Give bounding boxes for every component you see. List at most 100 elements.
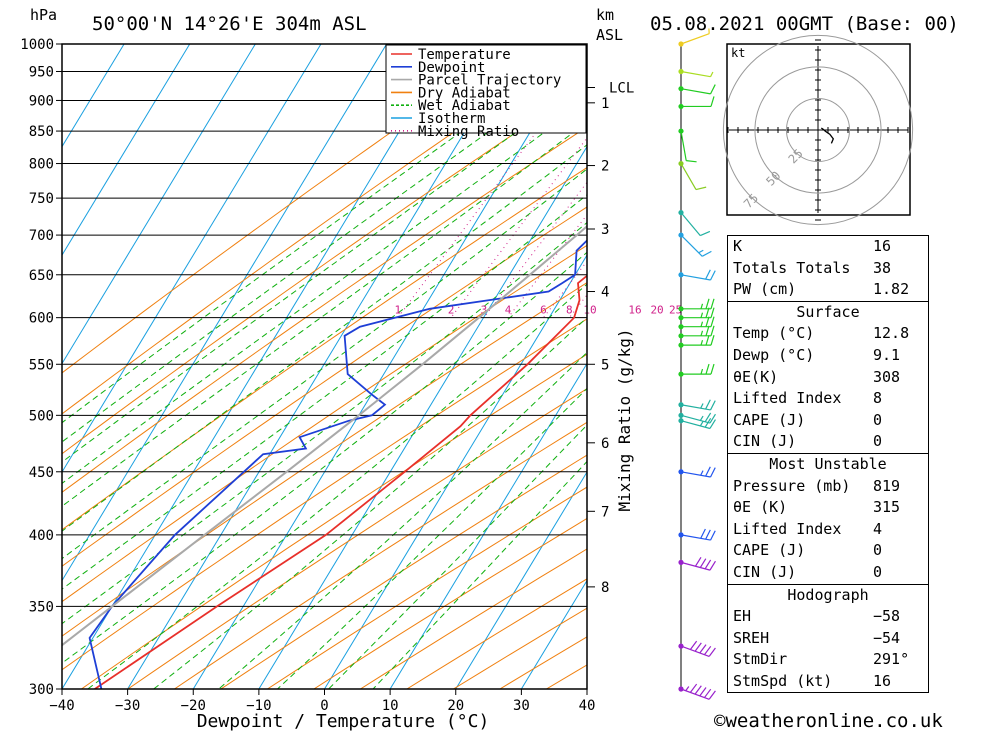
- wet-adiabat-line: [62, 79, 587, 463]
- isotherm-line: [62, 44, 191, 257]
- stat-label: K: [733, 237, 743, 255]
- wind-barb-feather: [700, 339, 704, 346]
- wind-barb-feather: [695, 186, 707, 191]
- wind-barb-feather: [685, 686, 690, 692]
- legend-label: Dry Adiabat: [418, 85, 511, 101]
- stat-row: Lifted Index 4: [728, 519, 928, 541]
- stat-row: θE (K) 315: [728, 497, 928, 519]
- wind-barb: [678, 528, 716, 541]
- wind-barb-feather: [710, 84, 716, 95]
- wind-barb-shaft: [680, 234, 703, 257]
- sounding-profiles: [62, 224, 587, 689]
- wind-barb-feather: [698, 249, 704, 254]
- wind-barb: [678, 316, 715, 330]
- x-axis-title: Dewpoint / Temperature (°C): [197, 711, 490, 732]
- dewpoint-profile: [88, 239, 587, 689]
- temperature-tick-label: 40: [579, 698, 596, 714]
- stat-label: StmDir: [733, 650, 788, 669]
- legend-label: Isotherm: [418, 111, 485, 127]
- stat-row: CIN (J) 0: [728, 431, 928, 453]
- wind-barb-feather: [709, 419, 716, 429]
- wind-barb-feather: [704, 688, 712, 698]
- pressure-tick-label: 600: [29, 311, 54, 327]
- dry-adiabat-line: [127, 388, 587, 689]
- wind-barb-feather: [705, 399, 711, 410]
- dry-adiabat-line: [62, 84, 587, 455]
- stat-label: Dewp (°C): [733, 345, 815, 364]
- wind-barb-shaft: [680, 88, 711, 95]
- wind-barb: [678, 363, 715, 377]
- mixing-ratio-label: 4: [505, 304, 512, 317]
- isotherm-line: [62, 44, 256, 365]
- stat-value: 308: [873, 367, 901, 386]
- wind-barb-feather: [689, 640, 698, 650]
- height-tick-label: 5: [601, 357, 609, 373]
- wind-barb-feather: [700, 230, 711, 237]
- height-tick-label: 6: [601, 436, 609, 452]
- dry-adiabat-line: [62, 318, 587, 671]
- temperature-profile: [94, 274, 587, 689]
- stat-row: StmSpd (kt) 16: [728, 671, 928, 693]
- pressure-tick-label: 950: [29, 64, 54, 80]
- dry-adiabat-line: [174, 421, 587, 689]
- pressure-tick-label: 900: [29, 93, 54, 109]
- wind-barb-feather: [709, 560, 716, 571]
- isobars: [62, 43, 587, 690]
- dry-adiabat-line: [62, 282, 587, 637]
- wind-barb-shaft: [680, 130, 687, 161]
- pressure-tick-label: 400: [29, 528, 54, 544]
- height-tick-label: 2: [601, 159, 609, 175]
- isotherm-line: [62, 44, 388, 582]
- stat-label: EH: [733, 607, 752, 626]
- stat-value: −54: [873, 628, 901, 647]
- wind-barb: [678, 84, 716, 95]
- parcel-trajectory-profile: [62, 224, 587, 647]
- stat-value: 9.1: [873, 345, 901, 364]
- mixing-ratio-label: 2: [448, 304, 455, 317]
- plot-frame: [61, 43, 588, 690]
- hodograph-unit: kt: [731, 46, 745, 60]
- isotherm-line: [258, 145, 587, 689]
- legend-label: Parcel Trajectory: [418, 73, 561, 89]
- wind-barb-feather: [705, 334, 710, 346]
- mixing-ratio-label: 3: [481, 304, 488, 317]
- stat-value: 819: [873, 476, 901, 495]
- dry-adiabat-line: [267, 486, 587, 689]
- wind-barb-feather: [700, 321, 704, 327]
- wind-barb-feather: [710, 325, 715, 336]
- temperature-tick-label: −30: [115, 698, 140, 714]
- pressure-unit-label: hPa: [30, 6, 57, 24]
- hodograph-ring: [785, 97, 851, 163]
- wind-barb-feather: [689, 683, 698, 693]
- stat-label: Totals Totals: [733, 258, 851, 277]
- wind-barb: [678, 640, 716, 657]
- pressure-tick-label: 850: [29, 124, 54, 140]
- wind-barb-feather: [710, 316, 715, 327]
- stat-row: Dewp (°C) 9.1: [728, 345, 928, 367]
- wind-barb-feather: [705, 316, 710, 327]
- hodograph-trace: [820, 127, 835, 144]
- stat-label: CIN (J): [733, 562, 797, 581]
- wind-barb-feather: [710, 298, 715, 309]
- stat-row: CIN (J) 0: [728, 562, 928, 584]
- legend-box: [385, 44, 587, 134]
- wind-barb-feather: [700, 403, 704, 409]
- isotherm-line: [62, 44, 453, 689]
- stat-row: PW (cm) 1.82: [728, 279, 928, 301]
- pressure-tick-label: 300: [29, 682, 54, 698]
- pressure-tick-label: 350: [29, 599, 54, 615]
- wind-barb-feather: [705, 298, 710, 309]
- mixing-ratio-label: 8: [566, 304, 573, 317]
- dry-adiabat-line: [62, 166, 587, 531]
- temperature-tick-label: −10: [246, 698, 271, 714]
- wind-barb-feather: [705, 325, 710, 336]
- temperature-axis: −40 −30 −20 −10 0 10 20 30 40: [49, 689, 595, 714]
- stat-value: 4: [873, 519, 883, 538]
- stat-value: 12.8: [873, 324, 910, 343]
- temperature-tick-label: 20: [447, 698, 464, 714]
- mixing-ratio-label: 20: [650, 304, 663, 317]
- isotherm-line: [192, 44, 584, 689]
- dry-adiabat-line: [62, 44, 519, 374]
